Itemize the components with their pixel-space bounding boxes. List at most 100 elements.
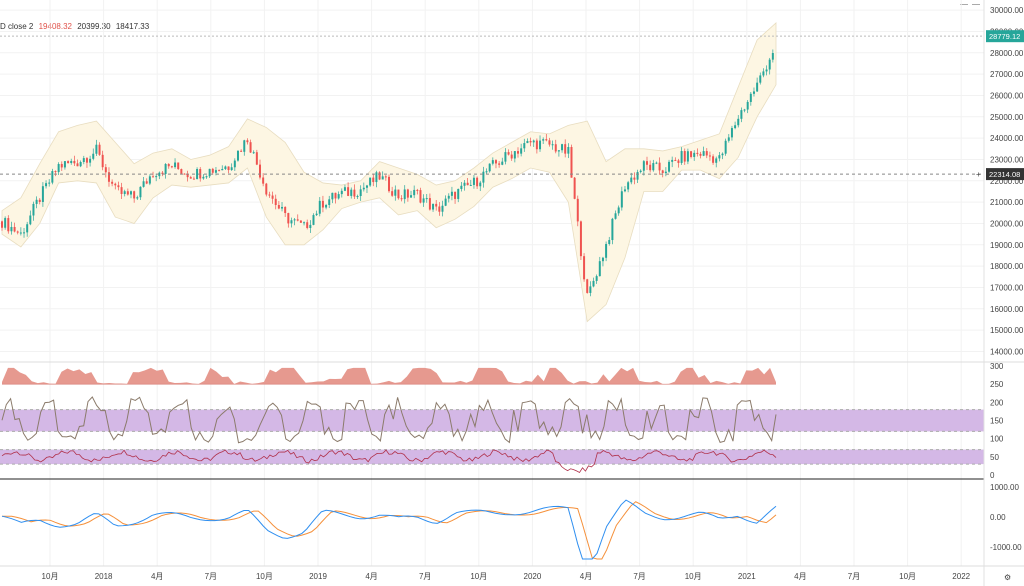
candle-body [303, 222, 306, 224]
candle-body [277, 205, 280, 209]
candle-body [623, 189, 626, 192]
candle-body [583, 256, 586, 280]
candle-body [384, 176, 387, 178]
candle-body [170, 166, 173, 168]
oscillator-tick-label: 300 [990, 362, 1004, 371]
candle-body [318, 200, 321, 214]
window-control-minimize[interactable] [960, 0, 968, 5]
candle-body [290, 220, 293, 224]
candle-body [79, 161, 82, 167]
candle-body [400, 198, 403, 200]
candle-body [504, 152, 507, 162]
time-tick-label: 4月 [365, 572, 377, 581]
time-tick-label: 10月 [685, 572, 702, 581]
candle-body [576, 198, 579, 222]
candle-body [573, 177, 576, 199]
candle-body [145, 181, 148, 184]
candle-body [325, 204, 328, 208]
candle-body [715, 158, 718, 163]
candle-body [466, 182, 469, 186]
candle-body [627, 182, 630, 190]
candle-body [350, 189, 353, 196]
candle-body [309, 224, 312, 228]
candle-body [186, 173, 189, 178]
candle-body [472, 177, 475, 185]
candle-body [224, 166, 227, 169]
candle-body [334, 192, 337, 199]
signal-line [2, 501, 777, 560]
candle-body [208, 168, 211, 177]
candle-body [649, 164, 652, 171]
candle-body [10, 226, 13, 232]
time-tick-label: 7月 [205, 572, 217, 581]
candle-body [646, 161, 648, 165]
candle-body [89, 158, 92, 163]
candle-body [362, 187, 365, 190]
oscillator-tick-label: 200 [990, 398, 1004, 407]
candle-body [542, 139, 545, 141]
candle-body [240, 150, 243, 152]
candle-body [98, 144, 101, 155]
candle-body [136, 197, 139, 199]
price-tick-label: 21000.00 [990, 198, 1024, 207]
time-tick-label: 4月 [151, 572, 163, 581]
candle-body [227, 166, 230, 171]
candle-body [321, 200, 324, 208]
candle-body [26, 224, 29, 233]
candle-body [293, 219, 296, 221]
candle-body [92, 153, 95, 159]
candle-body [570, 147, 573, 178]
candle-body [120, 187, 123, 194]
candle-body [432, 203, 435, 210]
candle-body [592, 280, 595, 287]
candle-body [454, 191, 457, 199]
candle-body [655, 162, 658, 164]
rsi-band [0, 449, 984, 465]
oscillator-band [0, 409, 984, 432]
candle-body [510, 154, 513, 159]
oscillator-pane [0, 367, 984, 474]
crosshair-plus-icon: + [976, 170, 981, 179]
candle-body [771, 53, 774, 60]
candle-body [306, 222, 309, 228]
candle-body [488, 163, 491, 172]
candle-body [82, 158, 85, 162]
candle-body [148, 176, 151, 184]
candle-body [460, 185, 463, 189]
settings-gear-icon[interactable]: ⚙ [1004, 573, 1011, 582]
candle-body [19, 232, 22, 234]
price-tick-label: 27000.00 [990, 70, 1024, 79]
candle-body [158, 172, 161, 177]
price-tick-label: 30000.00 [990, 6, 1024, 15]
window-control-restore[interactable] [972, 0, 980, 5]
candle-body [139, 186, 142, 198]
candle-body [630, 177, 633, 183]
candle-body [189, 177, 192, 179]
price-tick-label: 19000.00 [990, 241, 1024, 250]
candle-body [724, 140, 727, 154]
candle-body [438, 206, 441, 212]
candle-body [41, 186, 44, 202]
candle-body [218, 170, 221, 172]
macd-tick-label: -1000.00 [990, 543, 1022, 552]
candle-body [749, 93, 752, 102]
candle-body [271, 195, 274, 199]
candle-body [315, 213, 318, 216]
candle-body [85, 158, 88, 163]
candle-body [447, 195, 450, 199]
time-tick-label: 10月 [256, 572, 273, 581]
price-tick-label: 24000.00 [990, 134, 1024, 143]
candle-body [765, 69, 768, 72]
candle-body [211, 168, 214, 173]
candle-body [683, 151, 686, 162]
candle-body [265, 183, 268, 195]
candle-body [730, 128, 733, 138]
candle-body [740, 110, 743, 119]
candle-body [1, 221, 3, 228]
candle-body [221, 168, 224, 171]
study-value-3: 18417.33 [115, 22, 150, 31]
candle-body [513, 151, 516, 159]
candle-body [104, 167, 107, 173]
candle-body [123, 191, 126, 194]
